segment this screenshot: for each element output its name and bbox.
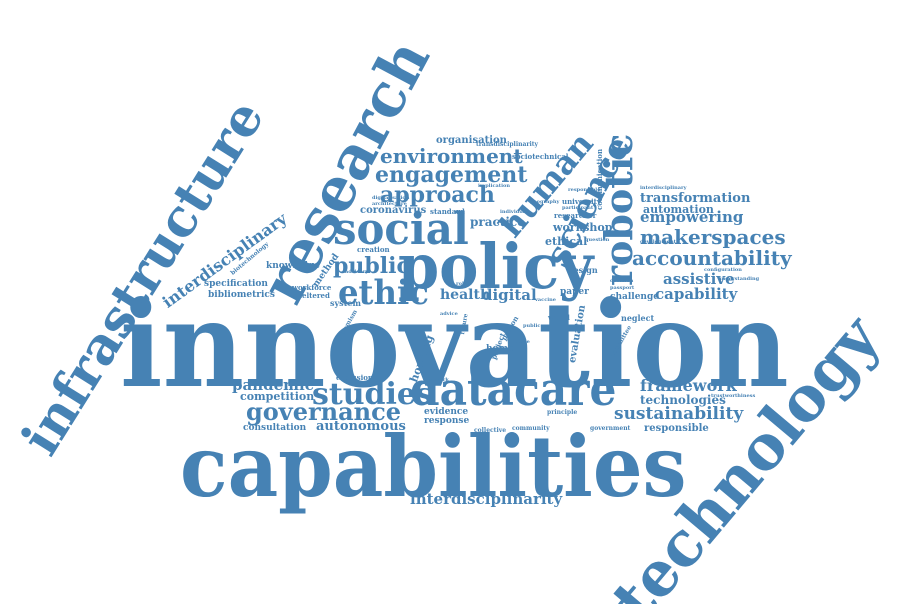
word-collective: collective [474,427,507,434]
word-geography: geography [530,199,560,205]
word-neglect: neglect [621,313,655,323]
word-organisation: organisation [436,135,507,146]
word-principle: principle [547,409,578,416]
word-design: design [568,265,598,275]
word-competition: competition [240,390,315,403]
word-creation: creation [357,245,390,254]
word-standard: standard [430,207,465,216]
word-consultation: consultation [243,423,307,433]
word-participant: participant [562,205,594,211]
word-world: world [548,313,570,322]
word-makerspaces: makerspaces [640,225,786,249]
word-question: question [585,237,610,243]
word-governance: governance [246,397,401,426]
word-value: value [515,339,530,345]
word-empowering: empowering [640,208,744,226]
word-robot: robot [456,281,472,287]
word-social: social [333,204,469,255]
word-system: system [330,298,361,308]
word-advisory: advisory [345,269,369,275]
word-ethical: ethical [545,235,588,248]
word-capabilities: capabilities [180,417,687,516]
word-individual: individual [500,209,529,215]
word-trustworthiness: trustworthiness [711,393,756,399]
word-university: university [562,197,601,206]
word-approach: approach [380,182,495,208]
word-bibliometrics: bibliometrics [208,290,275,300]
word-environment: environment [380,144,523,168]
word-interdisciplinary-small: interdisciplinary [640,185,687,191]
word-community: community [512,425,550,432]
word-challenge: challenge [610,292,659,302]
word-network: network [426,377,449,383]
word-capability: capability [655,285,738,303]
word-framework: framework [640,376,737,395]
word-ethic: ethic [338,273,429,313]
word-transdisciplinarity: transdisciplinarity [476,141,539,148]
word-sheltered: sheltered [293,291,330,300]
word-home: home [486,344,514,354]
word-technologies: technologies [640,393,726,407]
word-response: response [424,416,470,426]
word-policy: policy [398,230,594,303]
word-interdisciplinarity: interdisciplinarity [410,490,563,508]
word-automation: automation [643,203,714,216]
word-innovation: innovation [120,275,789,414]
word-understanding: understanding [718,276,760,282]
word-practice: practice [470,215,525,229]
word-communication: communication [595,148,604,210]
word-datacare: datacare [410,362,617,416]
word-specification: specification [204,279,268,289]
word-public: public [333,253,410,279]
word-paper: paper [560,287,589,297]
word-government: government [590,425,631,432]
word-passport: passport [610,285,635,291]
word-sociotechnical: sociotechnical [512,152,569,161]
word-health: health [440,287,491,303]
word-responsible: responsible [644,423,709,434]
word-architecture: architecture [372,201,407,207]
word-development: development [640,239,676,245]
word-studies: studies [312,377,433,412]
word-knowledge: knowledge [266,261,320,271]
word-researcher: researcher [554,211,597,220]
word-evidence: evidence [424,407,469,417]
word-workforce: workforce [292,283,332,292]
word-assistive: assistive [663,270,735,288]
word-coronavirus: coronavirus [360,205,427,216]
word-advice: advice [440,311,458,317]
word-vaccine: vaccine [535,297,556,303]
word-responsible-small: responsible [568,187,601,193]
word-accountability: accountability [632,246,792,270]
word-configuration: configuration [704,267,742,273]
word-sustainability: sustainability [614,404,744,424]
word-pandemic: pandemic [232,376,314,394]
word-transformation: transformation [640,191,751,206]
word-public-small: public [523,323,541,329]
word-engagement: engagement [375,162,528,188]
word-implication: implication [478,183,510,189]
word-digitalisation: digitalisation [372,195,410,201]
word-workshop: workshop [553,221,613,234]
word-autonomous: autonomous [316,419,406,434]
word-decision: decision [610,278,634,284]
word-exclusion: exclusion [336,373,373,382]
word-digital: digital [482,286,537,304]
